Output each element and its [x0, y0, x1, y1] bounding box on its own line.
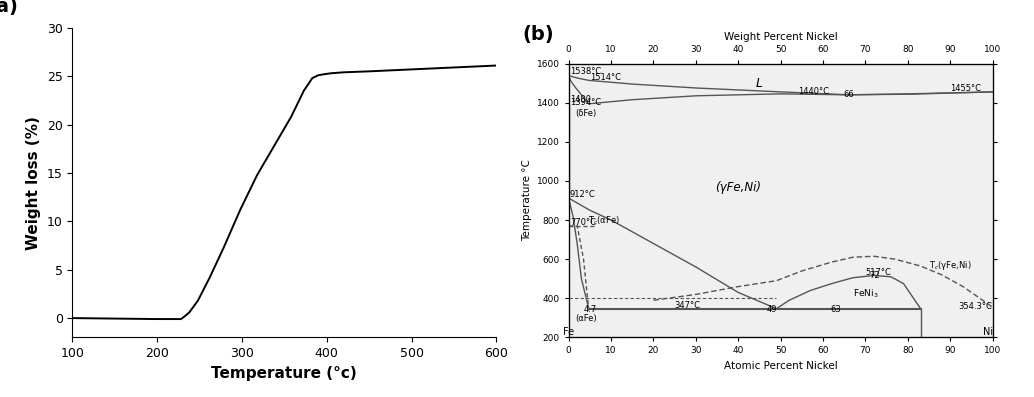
- Text: 72: 72: [870, 271, 880, 279]
- Text: 63: 63: [830, 305, 841, 314]
- Text: FeNi$_3$: FeNi$_3$: [853, 287, 878, 300]
- Text: (αFe): (αFe): [575, 314, 597, 323]
- Text: 1400: 1400: [570, 95, 591, 104]
- Text: 1440°C: 1440°C: [797, 87, 828, 96]
- Text: 1394°C: 1394°C: [570, 98, 601, 107]
- Y-axis label: Weight loss (%): Weight loss (%): [26, 116, 41, 250]
- Text: 517°C: 517°C: [865, 268, 891, 277]
- Text: (δFe): (δFe): [575, 109, 597, 118]
- X-axis label: Weight Percent Nickel: Weight Percent Nickel: [724, 32, 838, 42]
- Text: 1514°C: 1514°C: [589, 73, 620, 81]
- Text: 1538°C: 1538°C: [570, 67, 601, 76]
- X-axis label: Temperature (°c): Temperature (°c): [212, 366, 357, 381]
- Text: (b): (b): [522, 25, 554, 44]
- Text: 354.3°C: 354.3°C: [959, 302, 993, 311]
- Text: Ni: Ni: [982, 328, 993, 337]
- Text: 1455°C: 1455°C: [950, 84, 981, 93]
- Text: 4.7: 4.7: [583, 305, 597, 314]
- Text: 66: 66: [843, 90, 854, 99]
- Text: T$_c$(αFe): T$_c$(αFe): [587, 214, 619, 227]
- Text: 49: 49: [767, 305, 778, 314]
- Text: T$_c$(γFe,Ni): T$_c$(γFe,Ni): [929, 259, 972, 272]
- Text: (γFe,Ni): (γFe,Ni): [716, 181, 761, 194]
- Text: L: L: [756, 77, 763, 90]
- Text: 912°C: 912°C: [570, 190, 596, 199]
- Text: 347°C: 347°C: [675, 301, 701, 310]
- Text: Fe: Fe: [564, 328, 574, 337]
- X-axis label: Atomic Percent Nickel: Atomic Percent Nickel: [724, 361, 838, 371]
- Y-axis label: Temperature °C: Temperature °C: [522, 160, 533, 241]
- Text: (a): (a): [0, 0, 19, 16]
- Text: 770°C: 770°C: [570, 218, 596, 227]
